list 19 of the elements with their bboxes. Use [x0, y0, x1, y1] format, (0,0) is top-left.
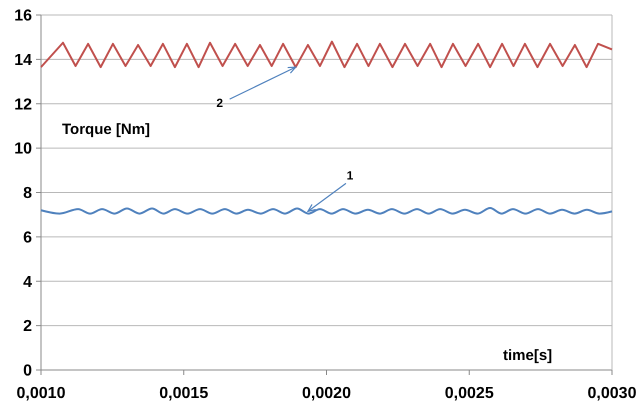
- y-tick-label: 4: [23, 274, 32, 291]
- annotation: 1: [346, 168, 354, 182]
- annotation: 2: [216, 96, 224, 110]
- y-tick-label: 14: [14, 52, 32, 69]
- y-tick-label: 0: [23, 362, 32, 380]
- y-tick-label: 12: [14, 96, 32, 114]
- y-tick-label: 8: [23, 185, 32, 202]
- x-axis-title: time[s]: [503, 347, 552, 364]
- y-tick-label: 10: [14, 140, 32, 158]
- x-tick-label: 0,0010: [16, 385, 66, 402]
- x-tick-label: 0,0030: [588, 385, 637, 402]
- y-tick-label: 6: [23, 229, 32, 246]
- x-tick-label: 0,0025: [444, 385, 494, 402]
- y-axis-title: Torque [Nm]: [62, 121, 150, 138]
- line-series: [40, 40, 613, 68]
- y-tick-label: 2: [23, 318, 32, 336]
- x-tick-label: 0,0020: [302, 385, 352, 402]
- y-tick-label: 16: [14, 8, 32, 25]
- x-tick-label: 0,0015: [159, 385, 208, 402]
